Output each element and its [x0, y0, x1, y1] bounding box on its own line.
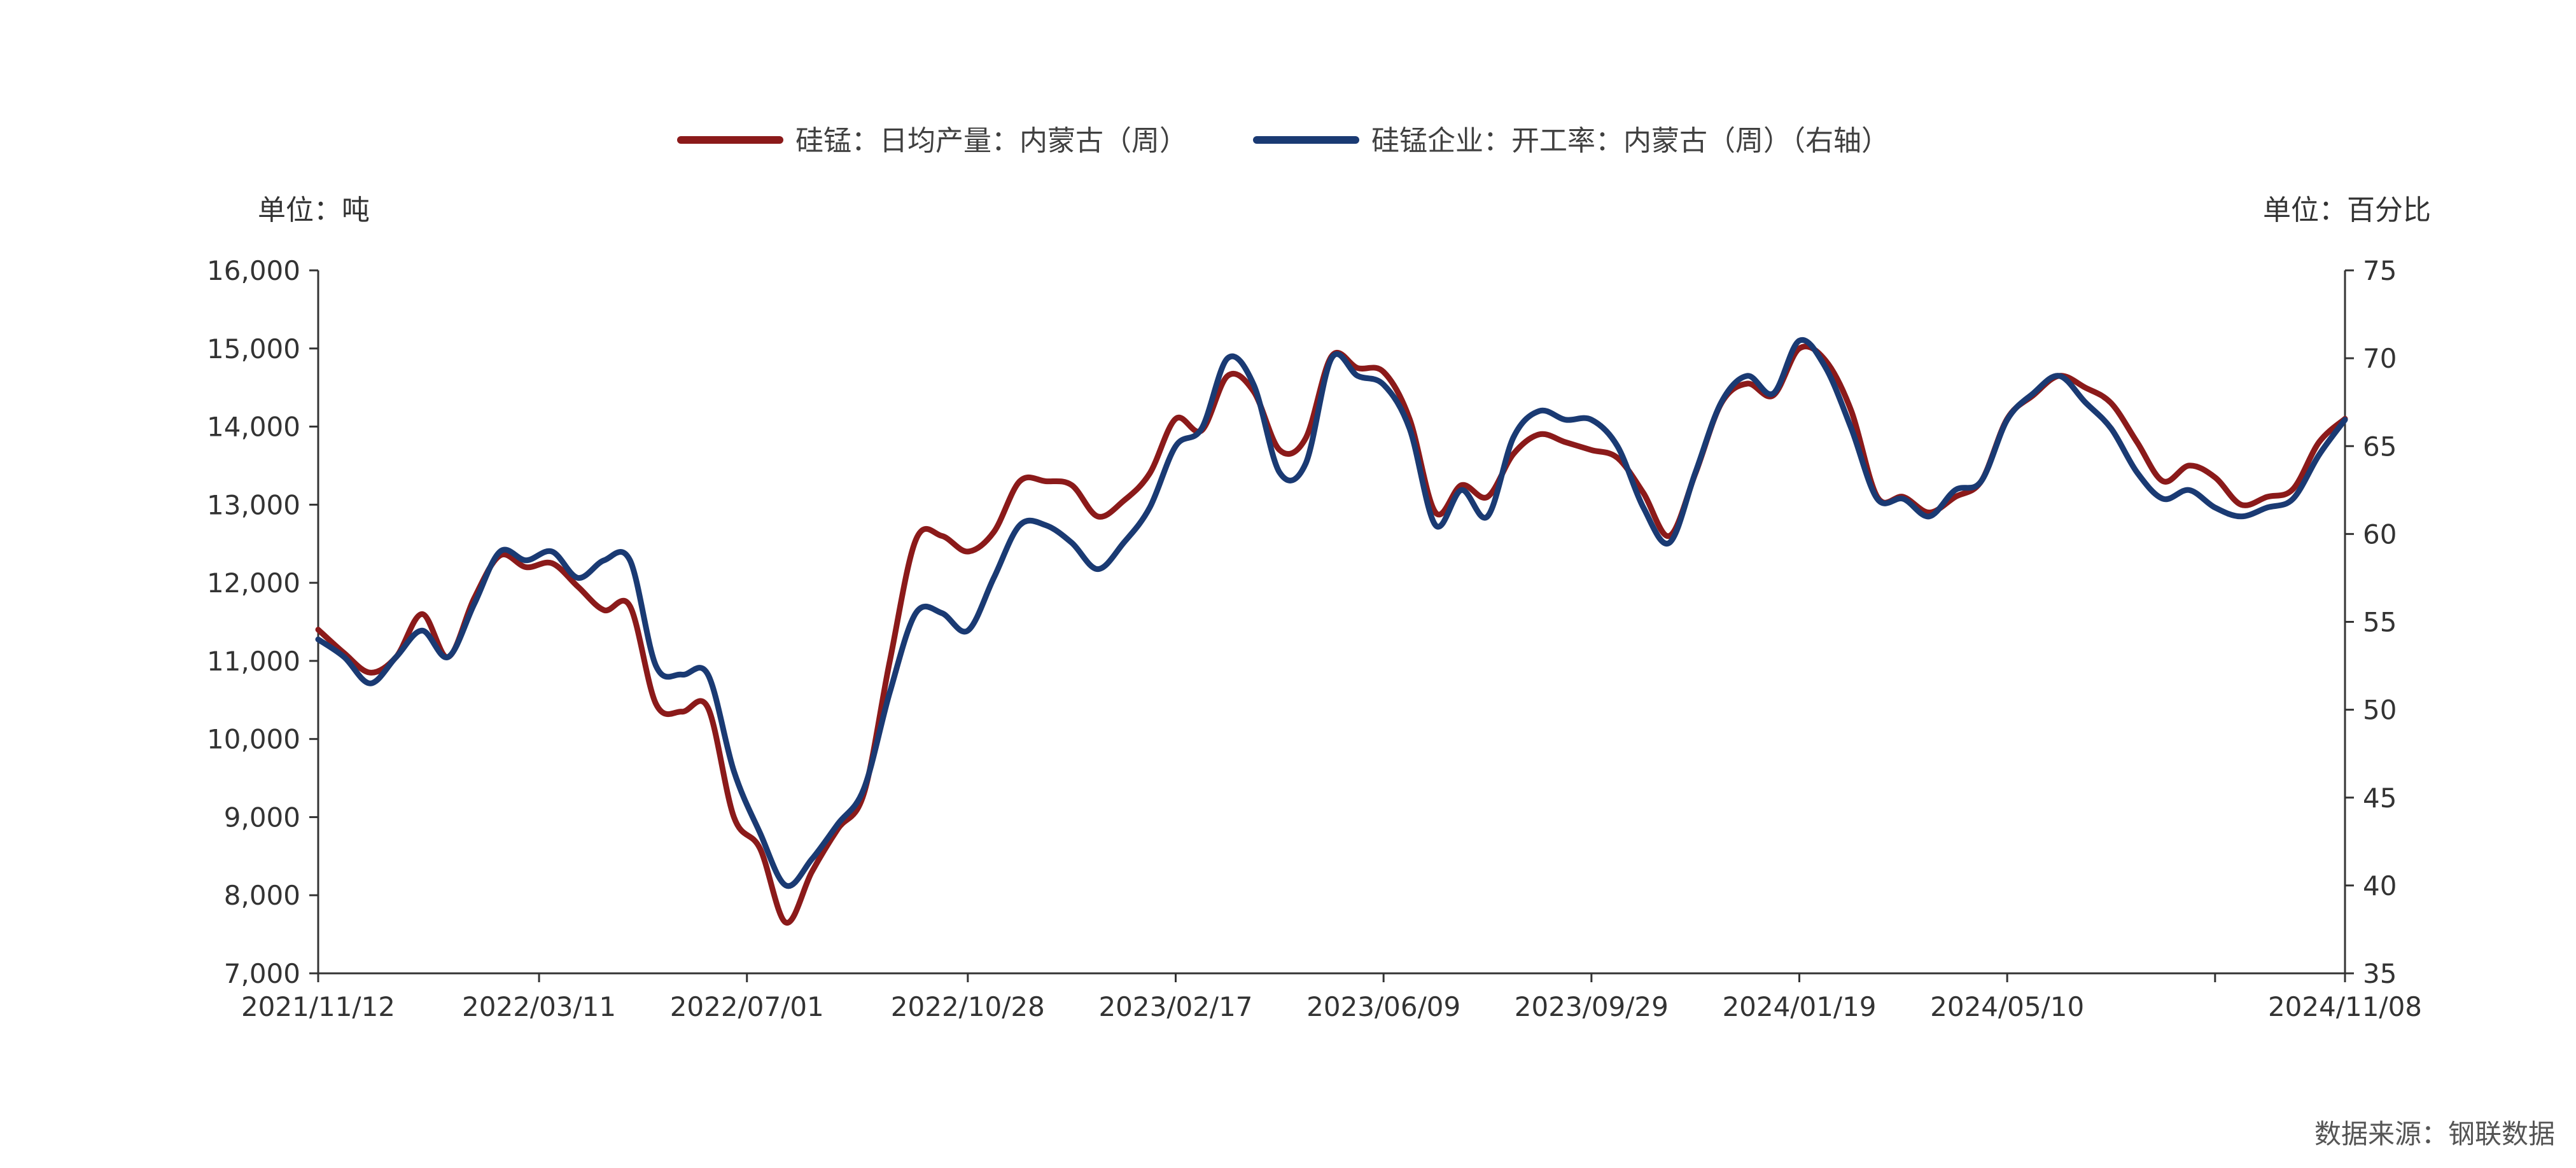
left-axis-tick-label: 15,000	[207, 333, 300, 365]
right-axis-tick-label: 40	[2363, 870, 2397, 901]
series-line-production	[315, 344, 2348, 926]
x-axis-tick-label: 2021/11/12	[241, 991, 395, 1022]
left-axis-tick-label: 11,000	[207, 646, 300, 677]
x-axis-tick-label: 2024/05/10	[1930, 991, 2084, 1022]
right-axis-tick-label: 75	[2363, 255, 2397, 286]
right-axis-tick-label: 35	[2363, 958, 2397, 989]
left-axis-tick-label: 9,000	[224, 802, 300, 833]
left-axis-tick-label: 10,000	[207, 724, 300, 755]
right-axis-unit-label: 单位：百分比	[2263, 194, 2431, 226]
legend: 硅锰：日均产量：内蒙古（周） 硅锰企业：开工率：内蒙古（周）（右轴）	[677, 125, 1889, 157]
right-axis-tick-label: 65	[2363, 431, 2397, 462]
right-axis-tick-label: 70	[2363, 343, 2397, 374]
right-axis-tick-label: 45	[2363, 782, 2397, 814]
series-layer	[315, 337, 2348, 926]
left-axis-tick-label: 13,000	[207, 489, 300, 520]
x-axis-tick-label: 2023/09/29	[1515, 991, 1669, 1022]
left-axis-tick-label: 16,000	[207, 255, 300, 286]
legend-label-production: 硅锰：日均产量：内蒙古（周）	[795, 125, 1187, 157]
right-axis-tick-label: 55	[2363, 607, 2397, 638]
left-axis-tick-label: 12,000	[207, 567, 300, 599]
x-axis-tick-label: 2023/06/09	[1306, 991, 1460, 1022]
right-axis-tick-label: 60	[2363, 518, 2397, 550]
series-line-utilization	[315, 337, 2348, 889]
x-axis-tick-label: 2022/10/28	[891, 991, 1045, 1022]
right-axis-ticks: 35 40 45 50 55 60 65 70 75	[2345, 255, 2397, 989]
left-axis-tick-label: 7,000	[224, 958, 300, 989]
x-axis-tick-label: 2024/11/08	[2268, 991, 2422, 1022]
left-axis-ticks: 7,000 8,000 9,000 10,000 11,000 12,000 13,000 1…	[207, 255, 318, 989]
left-axis-unit-label: 单位：吨	[258, 194, 370, 226]
x-axis-ticks: 2021/11/12 2022/03/11 2022/07/01 2022/10/28…	[241, 973, 2422, 1022]
x-axis-tick-label: 2023/02/17	[1098, 991, 1252, 1022]
right-axis-tick-label: 50	[2363, 695, 2397, 726]
x-axis-tick-label: 2022/07/01	[670, 991, 824, 1022]
left-axis-tick-label: 14,000	[207, 412, 300, 443]
left-axis-tick-label: 8,000	[224, 880, 300, 911]
x-axis-tick-label: 2022/03/11	[462, 991, 616, 1022]
legend-label-utilization: 硅锰企业：开工率：内蒙古（周）（右轴）	[1371, 125, 1889, 157]
source-note: 数据来源：钢联数据	[2314, 1118, 2555, 1150]
x-axis-tick-label: 2024/01/19	[1722, 991, 1876, 1022]
